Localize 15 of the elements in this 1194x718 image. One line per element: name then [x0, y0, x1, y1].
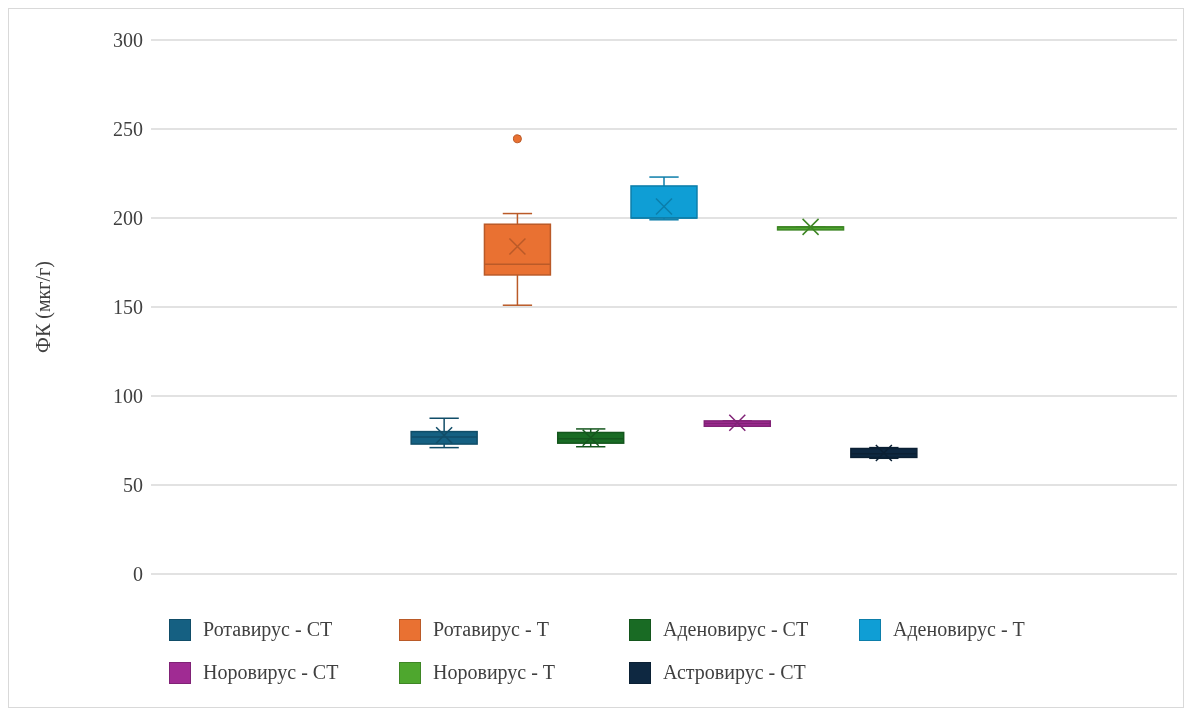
legend-label: Аденовирус - Т	[893, 618, 1025, 641]
y-axis-title: ФК (мкг/г)	[32, 261, 56, 353]
y-tick-label: 100	[113, 385, 143, 408]
y-tick-label: 200	[113, 207, 143, 230]
y-tick-label: 150	[113, 296, 143, 319]
y-tick-label: 250	[113, 118, 143, 141]
legend-label: Аденовирус - СТ	[663, 618, 809, 641]
y-tick-label: 0	[133, 563, 143, 586]
legend-label: Астровирус - СТ	[663, 661, 806, 684]
legend-label: Ротавирус - Т	[433, 618, 549, 641]
legend-label: Норовирус - Т	[433, 661, 556, 684]
y-tick-label: 50	[123, 474, 143, 497]
legend-label: Норовирус - СТ	[203, 661, 339, 684]
y-tick-label: 300	[113, 29, 143, 52]
legend-label: Ротавирус - СТ	[203, 618, 333, 641]
